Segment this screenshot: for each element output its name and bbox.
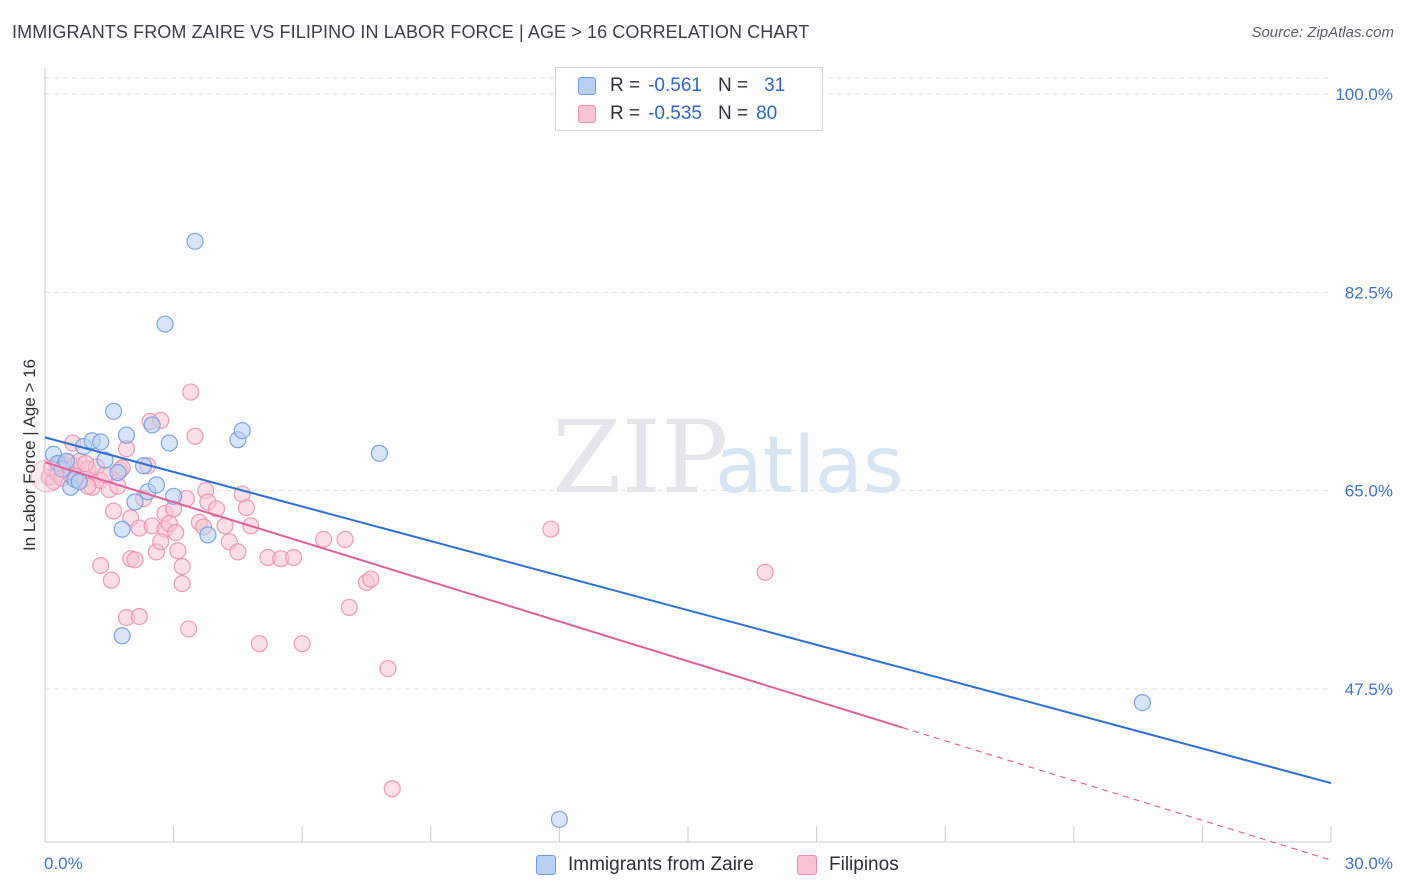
legend-swatch-filipinos [797, 855, 817, 875]
zaire-point [96, 451, 114, 469]
filipino-point [336, 530, 354, 549]
filipino-point [315, 530, 333, 549]
filipino-point [250, 635, 268, 653]
legend-item-filipinos[interactable]: Filipinos [797, 852, 899, 878]
filipino-point [293, 635, 311, 653]
filipino-swatch [578, 105, 596, 123]
legend-item-zaire[interactable]: Immigrants from Zaire [536, 852, 754, 878]
filipino-point [207, 500, 226, 518]
zaire-point [92, 433, 110, 451]
zaire-r-value: -0.561 [648, 75, 702, 96]
trend-lines [44, 436, 1332, 861]
y-tick-label: 82.5% [1345, 283, 1393, 302]
legend-label-filipinos: Filipinos [829, 854, 899, 875]
filipino-point [542, 520, 560, 538]
filipino-n-value: 80 [756, 103, 778, 124]
filipino-point [102, 571, 121, 589]
zaire-point [104, 402, 123, 420]
chart-title: IMMIGRANTS FROM ZAIRE VS FILIPINO IN LAB… [12, 22, 810, 42]
y-tick-label: 100.0% [1335, 85, 1393, 104]
filipino-point [340, 598, 358, 617]
filipino-point [104, 502, 123, 520]
zaire-point [186, 232, 204, 250]
filipino-point [756, 563, 774, 581]
zaire-point [370, 444, 388, 462]
zaire-point [550, 810, 569, 828]
zaire-point [160, 434, 178, 452]
tick-labels: 47.5% 65.0% 82.5% 100.0% 0.0% 30.0% [44, 85, 1393, 873]
legend-row-zaire: R = -0.561 N = 31 [578, 74, 785, 98]
filipino-r-value: -0.535 [648, 103, 702, 124]
filipino-point [379, 659, 397, 678]
x-tick-label-start: 0.0% [44, 854, 83, 873]
legend-row-filipino: R = -0.535 N = 80 [578, 102, 777, 126]
filipino-point [182, 383, 200, 401]
zaire-point [126, 493, 144, 511]
filipino-point [152, 533, 170, 551]
filipino-point [173, 574, 191, 593]
filipino-point [126, 551, 144, 569]
zaire-point [113, 520, 131, 538]
grid [45, 77, 1331, 690]
filipino-point [186, 427, 204, 445]
zaire-point [70, 473, 88, 491]
zaire-point [109, 463, 127, 482]
chart-source: Source: ZipAtlas.com [1251, 24, 1394, 41]
filipino-point [173, 557, 191, 576]
legend-label-zaire: Immigrants from Zaire [568, 854, 754, 875]
zaire-n-label: N = [717, 75, 749, 96]
filipino-point [237, 499, 256, 517]
filipino-point [77, 454, 95, 473]
zaire-point [147, 476, 166, 494]
y-tick-label: 65.0% [1345, 482, 1393, 501]
zaire-swatch [578, 77, 596, 95]
correlation-legend: R = -0.561 N = 31 R = -0.535 N = 80 [555, 67, 823, 131]
y-tick-label: 47.5% [1345, 680, 1393, 699]
zaire-point [143, 416, 161, 434]
filipino-r-label: R = [610, 103, 641, 124]
filipino-point [285, 548, 303, 567]
zaire-point [117, 426, 136, 444]
zaire-point [1133, 693, 1151, 712]
filipino-trend-extension [902, 726, 1332, 861]
filipino-point [383, 780, 401, 798]
zaire-r-label: R = [610, 75, 641, 96]
y-axis-title: In Labor Force | Age > 16 [20, 359, 39, 551]
filipino-point [167, 523, 185, 542]
zaire-n-value: 31 [764, 75, 786, 96]
filipino-point-cluster [30, 459, 64, 493]
watermark-zip: ZIP [552, 399, 728, 516]
filipino-point [130, 607, 148, 626]
x-tick-label-end: 30.0% [1345, 854, 1393, 873]
filipino-point [169, 542, 187, 560]
zaire-point [113, 627, 131, 645]
filipino-point [362, 570, 380, 588]
watermark-atlas: atlas [715, 421, 904, 511]
filipino-point [180, 620, 198, 638]
legend-swatch-zaire [536, 855, 556, 875]
zaire-trend-line [44, 436, 1332, 785]
filipino-trend-line [44, 461, 903, 729]
zaire-point [156, 315, 174, 333]
points [30, 232, 1151, 828]
filipino-n-label: N = [717, 103, 749, 124]
filipino-point [229, 543, 247, 561]
zaire-point [199, 526, 217, 544]
zaire-point [233, 422, 251, 440]
filipino-point [92, 556, 110, 575]
